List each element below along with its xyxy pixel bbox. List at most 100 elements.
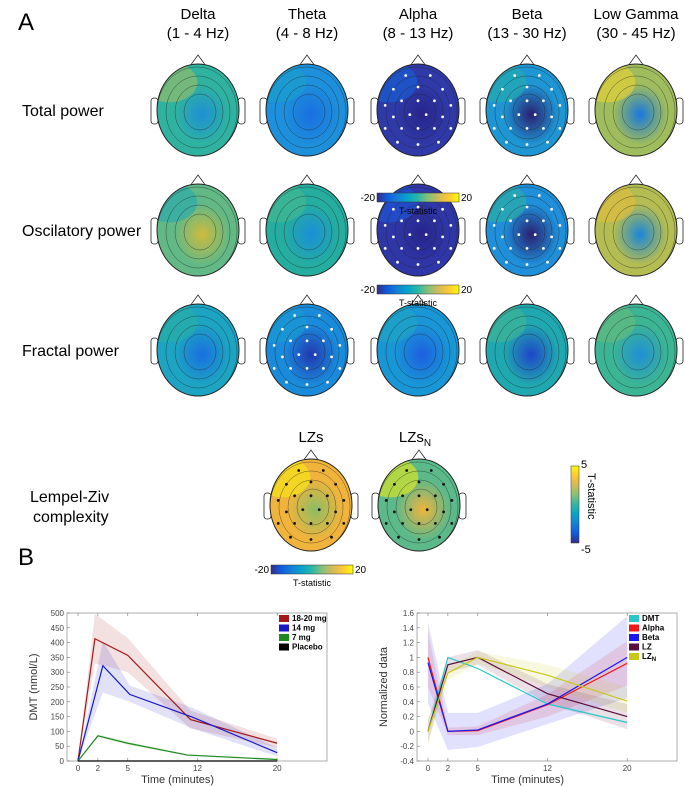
electrode-marker bbox=[542, 126, 545, 130]
x-tick-label: 2 bbox=[96, 764, 101, 773]
colorbar-label: T-statistic bbox=[293, 578, 332, 588]
y-tick-label: -0.4 bbox=[400, 757, 414, 766]
electrode-marker bbox=[449, 126, 453, 130]
electrode-marker bbox=[513, 194, 517, 197]
electrode-marker bbox=[392, 235, 395, 239]
x-tick-label: 12 bbox=[193, 764, 202, 773]
electrode-marker bbox=[317, 314, 321, 317]
row-label-lz: complexity bbox=[33, 509, 109, 526]
electrode-marker bbox=[309, 538, 313, 541]
electrode-marker bbox=[433, 219, 436, 223]
legend-swatch bbox=[629, 624, 639, 632]
electrode-marker bbox=[525, 99, 529, 103]
nose-icon bbox=[409, 294, 427, 307]
electrode-marker bbox=[537, 74, 541, 77]
electrode-marker bbox=[342, 522, 346, 525]
electrode-marker bbox=[433, 99, 436, 103]
electrode-marker bbox=[383, 126, 387, 130]
legend-swatch bbox=[279, 643, 289, 651]
electrode-marker bbox=[492, 224, 496, 227]
series-line bbox=[427, 656, 628, 733]
topographic-map bbox=[370, 54, 466, 157]
legend-label: LZN bbox=[642, 652, 656, 663]
electrode-marker bbox=[383, 247, 387, 250]
series-line bbox=[77, 664, 278, 762]
legend-label: DMT bbox=[642, 614, 659, 623]
electrode-marker bbox=[450, 499, 454, 502]
colorbar-label: T-statistic bbox=[399, 298, 438, 308]
electrode-marker bbox=[396, 140, 399, 144]
electrode-marker bbox=[433, 247, 436, 250]
y-tick-label: 50 bbox=[55, 742, 64, 751]
electrode-marker bbox=[492, 247, 496, 250]
legend-label: 14 mg bbox=[292, 624, 315, 633]
electrode-marker bbox=[416, 247, 420, 250]
electrode-marker bbox=[449, 247, 453, 250]
electrode-marker bbox=[424, 233, 428, 237]
band-range: (8 - 13 Hz) bbox=[383, 25, 454, 42]
x-tick-label: 0 bbox=[426, 764, 431, 773]
band-title: Theta bbox=[288, 6, 327, 23]
topographic-map bbox=[588, 54, 684, 157]
colorbar-gradient bbox=[376, 192, 460, 203]
electrode-marker bbox=[416, 126, 420, 130]
row-label: Fractal power bbox=[22, 343, 120, 360]
electrode-marker bbox=[525, 205, 529, 209]
electrode-marker bbox=[434, 494, 437, 498]
legend-swatch bbox=[279, 615, 289, 622]
y-tick-label: 200 bbox=[51, 698, 65, 707]
electrode-marker bbox=[542, 219, 545, 223]
electrode-marker bbox=[334, 482, 337, 486]
topographic-map bbox=[588, 294, 684, 397]
y-tick-label: 0 bbox=[60, 757, 65, 766]
y-tick-label: 250 bbox=[51, 683, 65, 692]
electrode-marker bbox=[558, 126, 562, 130]
electrode-marker bbox=[322, 339, 325, 343]
x-tick-label: 5 bbox=[476, 764, 481, 773]
nose-icon bbox=[627, 294, 645, 307]
legend-label: 18-20 mg bbox=[292, 614, 327, 623]
band-range: (4 - 8 Hz) bbox=[276, 25, 339, 42]
electrode-marker bbox=[305, 367, 309, 370]
electrode-marker bbox=[425, 508, 429, 511]
electrode-marker bbox=[505, 140, 508, 144]
electrode-marker bbox=[442, 482, 445, 486]
topographic-map bbox=[259, 54, 355, 157]
nose-icon bbox=[298, 294, 316, 307]
x-tick-label: 12 bbox=[543, 764, 552, 773]
electrode-marker bbox=[517, 113, 521, 116]
lzsn-title: LZsN bbox=[399, 429, 431, 449]
electrode-marker bbox=[305, 325, 309, 329]
electrode-marker bbox=[450, 522, 454, 525]
electrode-marker bbox=[416, 263, 420, 266]
electrode-marker bbox=[392, 115, 395, 119]
colorbar-max: 20 bbox=[355, 565, 367, 576]
nose-icon bbox=[409, 54, 427, 67]
series-line bbox=[427, 656, 628, 732]
lzsn-title-sub: N bbox=[424, 438, 431, 449]
electrode-marker bbox=[416, 219, 420, 223]
electrode-marker bbox=[322, 367, 325, 370]
nose-icon bbox=[189, 174, 207, 187]
nose-icon bbox=[518, 174, 536, 187]
band-range: (30 - 45 Hz) bbox=[596, 25, 675, 42]
x-tick-label: 0 bbox=[76, 764, 81, 773]
electrode-marker bbox=[293, 314, 297, 317]
electrode-marker bbox=[301, 508, 305, 511]
electrode-marker bbox=[558, 224, 562, 227]
electrode-marker bbox=[546, 140, 549, 144]
electrode-marker bbox=[297, 469, 301, 472]
electrode-marker bbox=[276, 522, 280, 525]
band-range: (1 - 4 Hz) bbox=[167, 25, 230, 42]
band-title: Low Gamma bbox=[593, 6, 679, 23]
confidence-band bbox=[77, 641, 278, 761]
electrode-marker bbox=[338, 367, 342, 370]
electrode-marker bbox=[513, 74, 517, 77]
electrode-marker bbox=[305, 383, 309, 386]
topographic-map bbox=[479, 174, 575, 277]
electrode-marker bbox=[297, 353, 301, 356]
nose-icon bbox=[302, 449, 320, 462]
topographic-map bbox=[150, 294, 246, 397]
electrode-marker bbox=[533, 113, 537, 116]
